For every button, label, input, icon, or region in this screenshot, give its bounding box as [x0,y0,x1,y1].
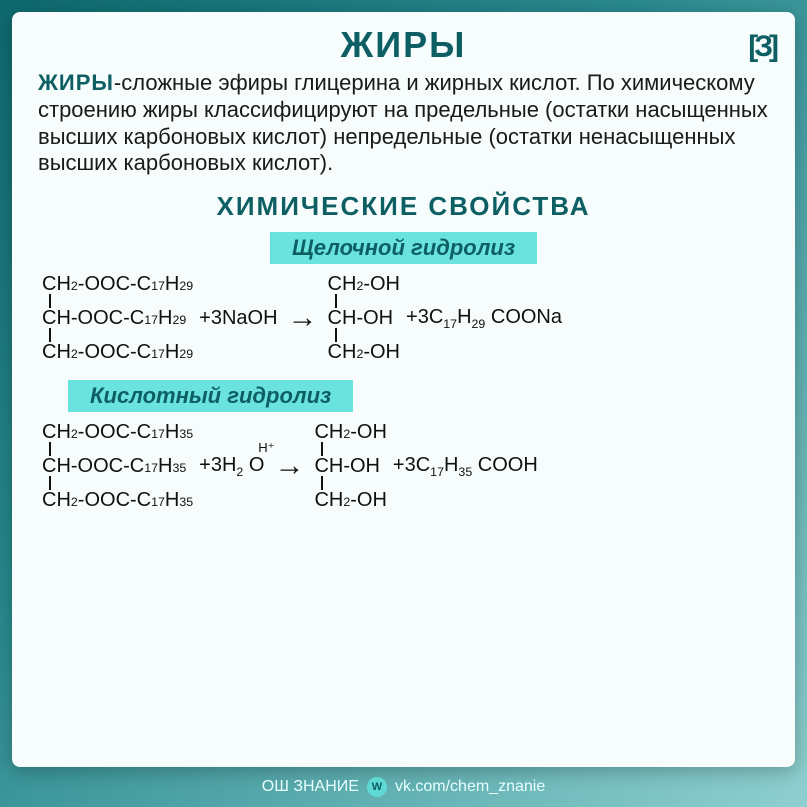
alkaline-reagent: +3NaOH [199,307,277,330]
alkaline-reaction: CH2 -OOC-C17H29 CH-OOC-C17H29 CH2 -OOC-C… [38,274,769,362]
alkaline-product-molecule: CH2-OH CH -OH CH2-OH [328,274,400,362]
alkaline-label: Щелочной гидролиз [270,232,537,264]
acid-reaction: CH2 -OOC-C17H35 CH -OOC-C17H35 CH2 -OOC-… [38,422,769,510]
catalyst-superscript: H⁺ [258,440,274,456]
footer-link: vk.com/chem_znanie [395,778,545,796]
acid-label: Кислотный гидролиз [68,380,353,412]
acid-product-molecule: CH2-OH CH -OH CH2-OH [314,422,386,510]
brand-logo: [З] [748,30,775,64]
alkaline-product-salt: +3C17H29 COONa [406,306,562,331]
acid-reagent: +3H2 O H⁺ [199,454,264,479]
section-heading: ХИМИЧЕСКИЕ СВОЙСТВА [38,191,769,222]
alkaline-reactant-molecule: CH2 -OOC-C17H29 CH-OOC-C17H29 CH2 -OOC-C… [42,274,193,362]
definition-lead: ЖИРЫ [38,70,114,95]
footer-brand: ОШ ЗНАНИЕ [262,778,359,796]
page-title: ЖИРЫ [38,24,769,66]
info-card: [З] ЖИРЫ ЖИРЫ-сложные эфиры глицерина и … [12,12,795,767]
footer: ОШ ЗНАНИЕ W vk.com/chem_znanie [0,777,807,797]
arrow-icon: → [284,301,322,335]
definition-body: -сложные эфиры глицерина и жирных кислот… [38,70,768,175]
definition-paragraph: ЖИРЫ-сложные эфиры глицерина и жирных ки… [38,70,769,177]
vk-icon: W [367,777,387,797]
acid-reactant-molecule: CH2 -OOC-C17H35 CH -OOC-C17H35 CH2 -OOC-… [42,422,193,510]
arrow-icon: → [270,449,308,483]
acid-product-acid: +3C17H35 COOH [393,454,538,479]
